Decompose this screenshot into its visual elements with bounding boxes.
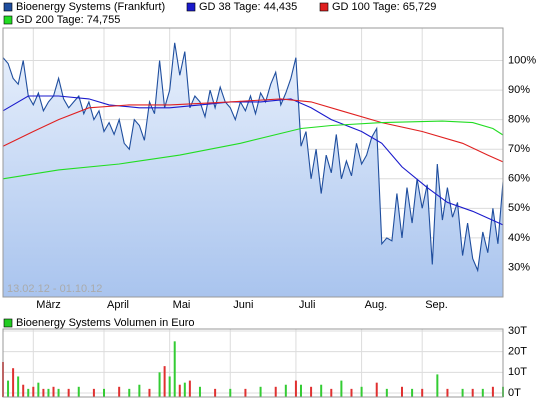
- y-tick-label: 10T: [508, 366, 527, 378]
- volume-bar: [42, 388, 45, 397]
- line: [2, 95, 504, 226]
- x-tick-label: Juli: [299, 299, 316, 311]
- volume-bar: [471, 388, 474, 397]
- volume-bar: [22, 384, 25, 397]
- volume-bar: [7, 380, 10, 397]
- volume-bar: [385, 388, 388, 397]
- y-tick-label: 30T: [508, 325, 527, 337]
- volume-bar: [284, 384, 287, 397]
- volume-bar: [229, 388, 232, 397]
- volume-bar: [57, 388, 60, 397]
- volume-bar: [27, 388, 30, 397]
- legend-swatch: [186, 2, 196, 12]
- volume-bar: [436, 374, 439, 397]
- line: [2, 42, 504, 273]
- y-tick-label: 90%: [508, 84, 530, 96]
- volume-bar: [481, 388, 484, 397]
- volume-bar: [138, 384, 141, 397]
- y-tick-label: 100%: [508, 54, 536, 66]
- chart-title: Bioenergy Systems Volumen in Euro: [16, 317, 195, 329]
- legend-swatch: [3, 318, 13, 328]
- volume-bar: [148, 388, 151, 397]
- volume-bar: [77, 386, 80, 397]
- volume-bar: [67, 388, 70, 397]
- volume-bar: [103, 388, 106, 397]
- volume-bar: [37, 382, 40, 397]
- line: [2, 120, 504, 180]
- volume-bar: [188, 380, 191, 397]
- price-area: [3, 42, 503, 297]
- x-tick-label: Sep.: [425, 299, 448, 311]
- volume-bar: [411, 388, 414, 397]
- volume-bar: [461, 388, 464, 397]
- volume-bar: [47, 388, 50, 397]
- legend-swatch: [3, 2, 13, 12]
- volume-bar: [294, 380, 297, 397]
- volume-bar: [340, 380, 343, 397]
- volume-bar: [32, 386, 35, 397]
- volume-bar: [400, 386, 403, 397]
- volume-bar: [214, 388, 217, 397]
- line: [2, 98, 504, 163]
- volume-bar: [244, 388, 247, 397]
- volume-bar: [183, 382, 186, 397]
- plot-frame: [2, 27, 504, 298]
- date-range: 13.02.12 - 01.10.12: [7, 283, 102, 295]
- y-tick-label: 20T: [508, 346, 527, 358]
- volume-bar: [173, 341, 176, 397]
- volume-bar: [259, 386, 262, 397]
- volume-bar: [12, 368, 15, 397]
- volume-bar: [310, 386, 313, 397]
- volume-bar: [168, 376, 171, 397]
- y-tick-label: 80%: [508, 114, 530, 126]
- volume-bar: [17, 376, 20, 397]
- x-tick-label: März: [36, 299, 60, 311]
- volume-bar: [421, 388, 424, 397]
- legend-label: GD 38 Tage: 44,435: [199, 1, 297, 13]
- volume-bar: [158, 372, 161, 397]
- volume-bar: [491, 386, 494, 397]
- x-tick-label: Juni: [233, 299, 253, 311]
- y-tick-label: 40%: [508, 232, 530, 244]
- volume-bar: [299, 384, 302, 397]
- volume-bar: [52, 386, 55, 397]
- volume-bar: [446, 388, 449, 397]
- volume-bar: [128, 388, 131, 397]
- legend-label: GD 100 Tage: 65,729: [332, 1, 436, 13]
- legend-swatch: [319, 2, 329, 12]
- y-tick-label: 0T: [508, 387, 521, 399]
- volume-bar: [320, 384, 323, 397]
- x-tick-label: Aug.: [365, 299, 388, 311]
- legend-swatch: [3, 15, 13, 25]
- y-tick-label: 70%: [508, 143, 530, 155]
- volume-bar: [375, 382, 378, 397]
- volume-bar: [330, 388, 333, 397]
- y-tick-label: 60%: [508, 173, 530, 185]
- volume-bar: [360, 386, 363, 397]
- volume-bar: [118, 386, 121, 397]
- y-tick-label: 50%: [508, 202, 530, 214]
- volume-bar: [198, 386, 201, 397]
- volume-bar: [274, 386, 277, 397]
- volume-bar: [178, 384, 181, 397]
- legend-label: GD 200 Tage: 74,755: [16, 14, 120, 26]
- y-tick-label: 30%: [508, 261, 530, 273]
- x-tick-label: Mai: [173, 299, 191, 311]
- x-tick-label: April: [107, 299, 129, 311]
- plot-frame: [2, 328, 504, 398]
- volume-bar: [163, 366, 166, 397]
- legend-label: Bioenergy Systems (Frankfurt): [16, 1, 165, 13]
- volume-bar: [92, 388, 95, 397]
- volume-bar: [350, 388, 353, 397]
